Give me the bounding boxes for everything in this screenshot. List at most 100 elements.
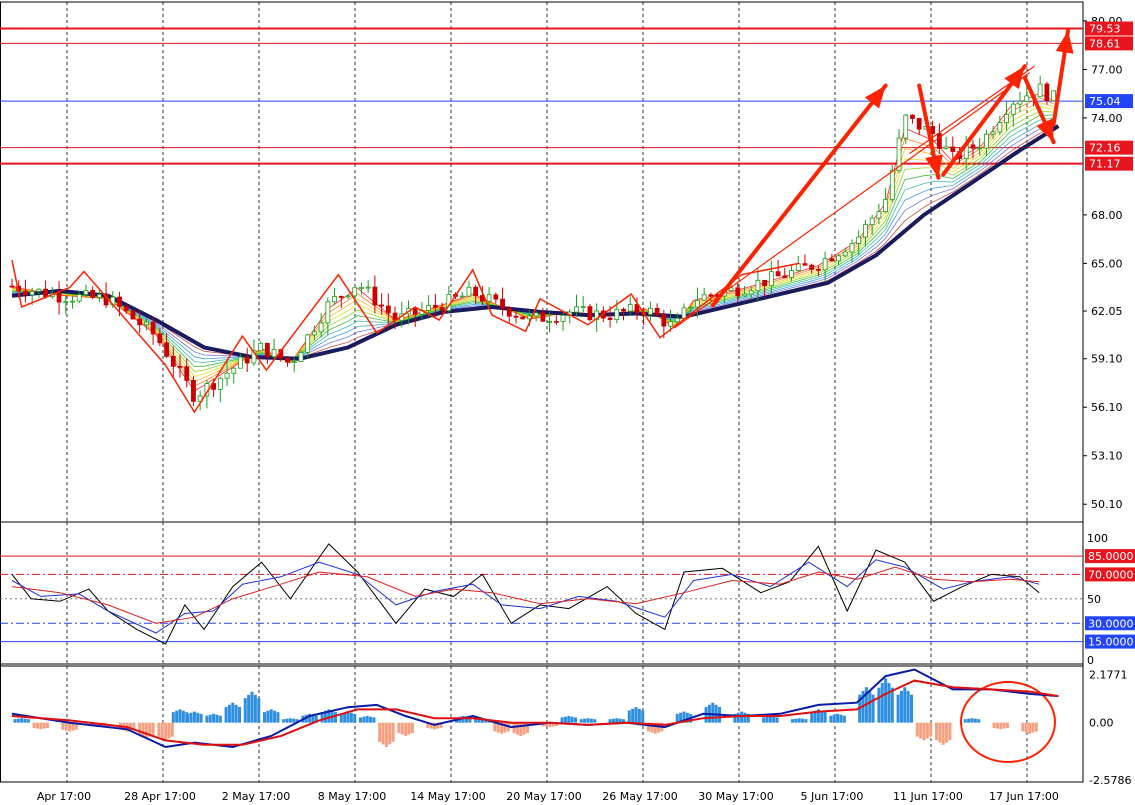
macd-histogram-bar [934, 722, 938, 741]
macd-histogram-bar [522, 722, 526, 735]
macd-histogram-bar [567, 716, 571, 723]
macd-histogram-bar [13, 719, 17, 723]
candle-bull [836, 255, 841, 262]
macd-histogram-bar [768, 716, 772, 723]
macd-histogram-bar [832, 714, 836, 723]
macd-histogram-bar [231, 702, 235, 723]
candle-bear [654, 307, 660, 316]
macd-histogram-bar [170, 722, 174, 737]
macd-histogram-bar [365, 716, 369, 723]
stochastic-panel[interactable] [0, 543, 1083, 645]
macd-histogram-bar [349, 712, 353, 723]
price-tag-badge [1085, 21, 1133, 36]
candle-bull [889, 170, 895, 200]
candle-bear [607, 317, 613, 320]
macd-histogram-bar [250, 691, 254, 723]
macd-histogram-bar [474, 719, 478, 723]
candle-bull [977, 147, 983, 150]
candle-bull [768, 271, 774, 287]
candle-bear [910, 114, 915, 119]
macd-histogram-bar [20, 718, 24, 723]
time-label: Apr 17:00 [37, 790, 91, 803]
trend-arrow-head [1055, 30, 1074, 54]
macd-histogram-bar [212, 713, 216, 723]
macd-histogram-bar [429, 722, 433, 729]
candle-bull [1010, 103, 1016, 115]
candle-bear [634, 304, 640, 313]
time-label: 11 Jun 17:00 [893, 790, 963, 803]
candle-bear [264, 342, 270, 358]
price-tag-badge [1085, 140, 1133, 155]
macd-histogram-bar [963, 719, 967, 723]
macd-histogram-bar [973, 718, 977, 723]
candle-bull [271, 349, 277, 358]
time-label: 20 May 17:00 [506, 790, 581, 803]
candle-bull [668, 321, 673, 327]
price-tag-label: 71.17 [1089, 158, 1121, 171]
stoch-level-label: 15.0000 [1088, 636, 1134, 649]
macd-histogram-bar [432, 722, 436, 730]
candle-bull [311, 331, 317, 336]
candle-bear [473, 286, 479, 296]
baseline-ma-line [11, 124, 1060, 361]
macd-histogram-bar [16, 718, 20, 723]
trend-arrow-head [1036, 118, 1054, 143]
macd-histogram-bar [391, 722, 395, 742]
macd-histogram-bar [646, 722, 650, 732]
macd-histogram-bar [554, 722, 558, 727]
candle-bull [36, 288, 42, 292]
macd-histogram-bar [906, 690, 910, 723]
macd-histogram-bar [227, 704, 231, 723]
macd-histogram-bar [372, 717, 376, 723]
macd-histogram-bar [238, 706, 242, 723]
candle-bear [520, 316, 526, 320]
macd-histogram-bar [439, 722, 443, 728]
macd-histogram-bar [285, 718, 289, 723]
stoch-level-label: 70.0000 [1088, 568, 1134, 581]
macd-panel[interactable] [11, 668, 1059, 749]
candle-bull [580, 306, 586, 308]
macd-histogram-bar [397, 722, 401, 734]
candle-bull [70, 300, 75, 303]
macd-histogram-bar [314, 715, 318, 723]
candle-bull [533, 312, 539, 317]
stoch-level-label: 30.0000 [1088, 617, 1134, 630]
candle-bear [130, 310, 136, 320]
macd-histogram-bar [551, 722, 555, 727]
macd-histogram-bar [71, 722, 75, 731]
macd-histogram-bar [634, 707, 638, 723]
macd-histogram-bar [1031, 722, 1035, 733]
macd-histogram-bar [129, 722, 133, 731]
candle-bear [338, 296, 344, 298]
price-tick-label: 74.00 [1091, 112, 1123, 125]
candle-bull [789, 270, 794, 278]
macd-histogram-bar [563, 716, 567, 723]
candle-bear [432, 304, 438, 308]
macd-histogram-bar [711, 702, 715, 723]
price-tag-badge [1085, 94, 1133, 109]
macd-histogram-bar [615, 718, 619, 723]
macd-histogram-bar [404, 722, 408, 736]
macd-histogram-bar [68, 722, 72, 732]
candle-bear [191, 379, 196, 402]
macd-histogram-bar [868, 690, 872, 723]
macd-histogram-bar [925, 722, 929, 739]
macd-histogram-bar [189, 712, 193, 723]
macd-histogram-bar [64, 722, 68, 731]
candle-bull [1024, 95, 1030, 102]
panel-frame-2 [0, 663, 1084, 783]
stoch-tick-label: 100 [1087, 532, 1108, 545]
trend-arrow-head [1004, 66, 1025, 90]
macd-histogram-bar [948, 722, 952, 741]
macd-histogram-bar [899, 690, 903, 723]
macd-histogram-bar [468, 717, 472, 723]
macd-histogram-bar [323, 710, 327, 723]
macd-histogram-bar [160, 722, 164, 739]
macd-histogram-bar [637, 708, 641, 723]
macd-histogram-bar [877, 687, 881, 723]
candle-bear [513, 315, 519, 318]
macd-histogram-bar [941, 722, 945, 745]
candle-bear [802, 263, 808, 266]
candle-bull [96, 293, 102, 298]
